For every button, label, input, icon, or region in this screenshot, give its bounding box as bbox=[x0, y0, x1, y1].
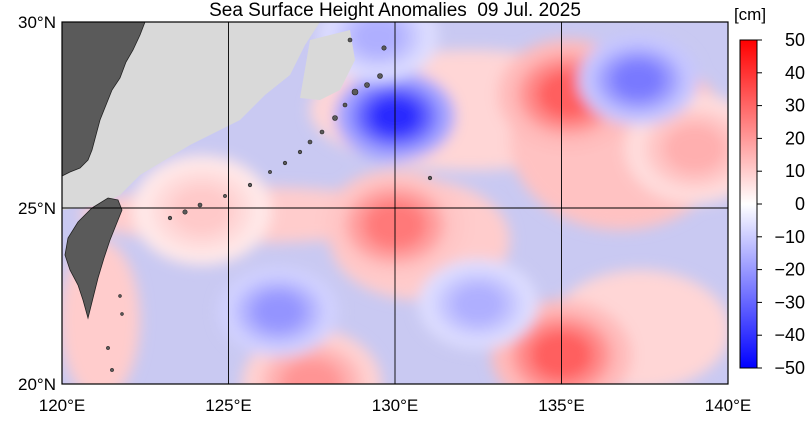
colorbar-tick-label: −50 bbox=[774, 358, 805, 378]
y-tick-label: 25°N bbox=[18, 199, 56, 218]
colorbar-tick-label: −20 bbox=[774, 260, 805, 280]
land-islands bbox=[106, 37, 433, 372]
x-tick-label: 130°E bbox=[372, 396, 419, 415]
colorbar-tick-label: −10 bbox=[774, 227, 805, 247]
y-tick-label: 20°N bbox=[18, 375, 56, 394]
land-taiwan bbox=[64, 197, 123, 320]
colorbar-tick-label: 40 bbox=[785, 63, 805, 83]
cold-anomaly bbox=[251, 291, 306, 332]
colorbar-gradient bbox=[739, 39, 758, 369]
x-tick-label: 120°E bbox=[39, 396, 86, 415]
colorbar-tick-label: −40 bbox=[774, 325, 805, 345]
colorbar-tick-label: 20 bbox=[785, 128, 805, 148]
y-tick-label: 30°N bbox=[18, 13, 56, 32]
y-axis: 30°N 25°N 20°N bbox=[18, 13, 56, 394]
map-title: Sea Surface Height Anomalies 09 Jul. 202… bbox=[209, 0, 581, 21]
cold-anomaly bbox=[451, 284, 506, 325]
cold-anomaly bbox=[611, 59, 666, 101]
warm-anomaly bbox=[280, 359, 344, 384]
colorbar-tick-label: 10 bbox=[785, 161, 805, 181]
x-tick-label: 135°E bbox=[538, 396, 585, 415]
colorbar-unit: [cm] bbox=[734, 5, 766, 24]
map-plot-area bbox=[62, 22, 728, 384]
colorbar-tick-label: 50 bbox=[785, 30, 805, 50]
map-frame bbox=[61, 21, 729, 385]
x-axis: 120°E 125°E 130°E 135°E 140°E bbox=[39, 396, 752, 415]
colorbar-tick-label: 30 bbox=[785, 96, 805, 116]
x-tick-label: 125°E bbox=[205, 396, 252, 415]
warm-anomaly bbox=[170, 185, 234, 235]
warm-anomaly bbox=[663, 123, 727, 174]
colorbar-tick-label: 0 bbox=[795, 194, 805, 214]
no-data-region bbox=[300, 30, 355, 100]
colorbar: [cm] 50 40 30 20 10 0 −10 −20 −30 −40 −50 bbox=[734, 5, 805, 378]
colorbar-tick-label: −30 bbox=[774, 292, 805, 312]
land-china bbox=[62, 22, 146, 177]
anomaly-field bbox=[62, 22, 728, 384]
no-data-region bbox=[62, 22, 320, 210]
graticule bbox=[62, 22, 728, 384]
cold-anomaly bbox=[351, 22, 406, 57]
x-tick-label: 140°E bbox=[705, 396, 752, 415]
